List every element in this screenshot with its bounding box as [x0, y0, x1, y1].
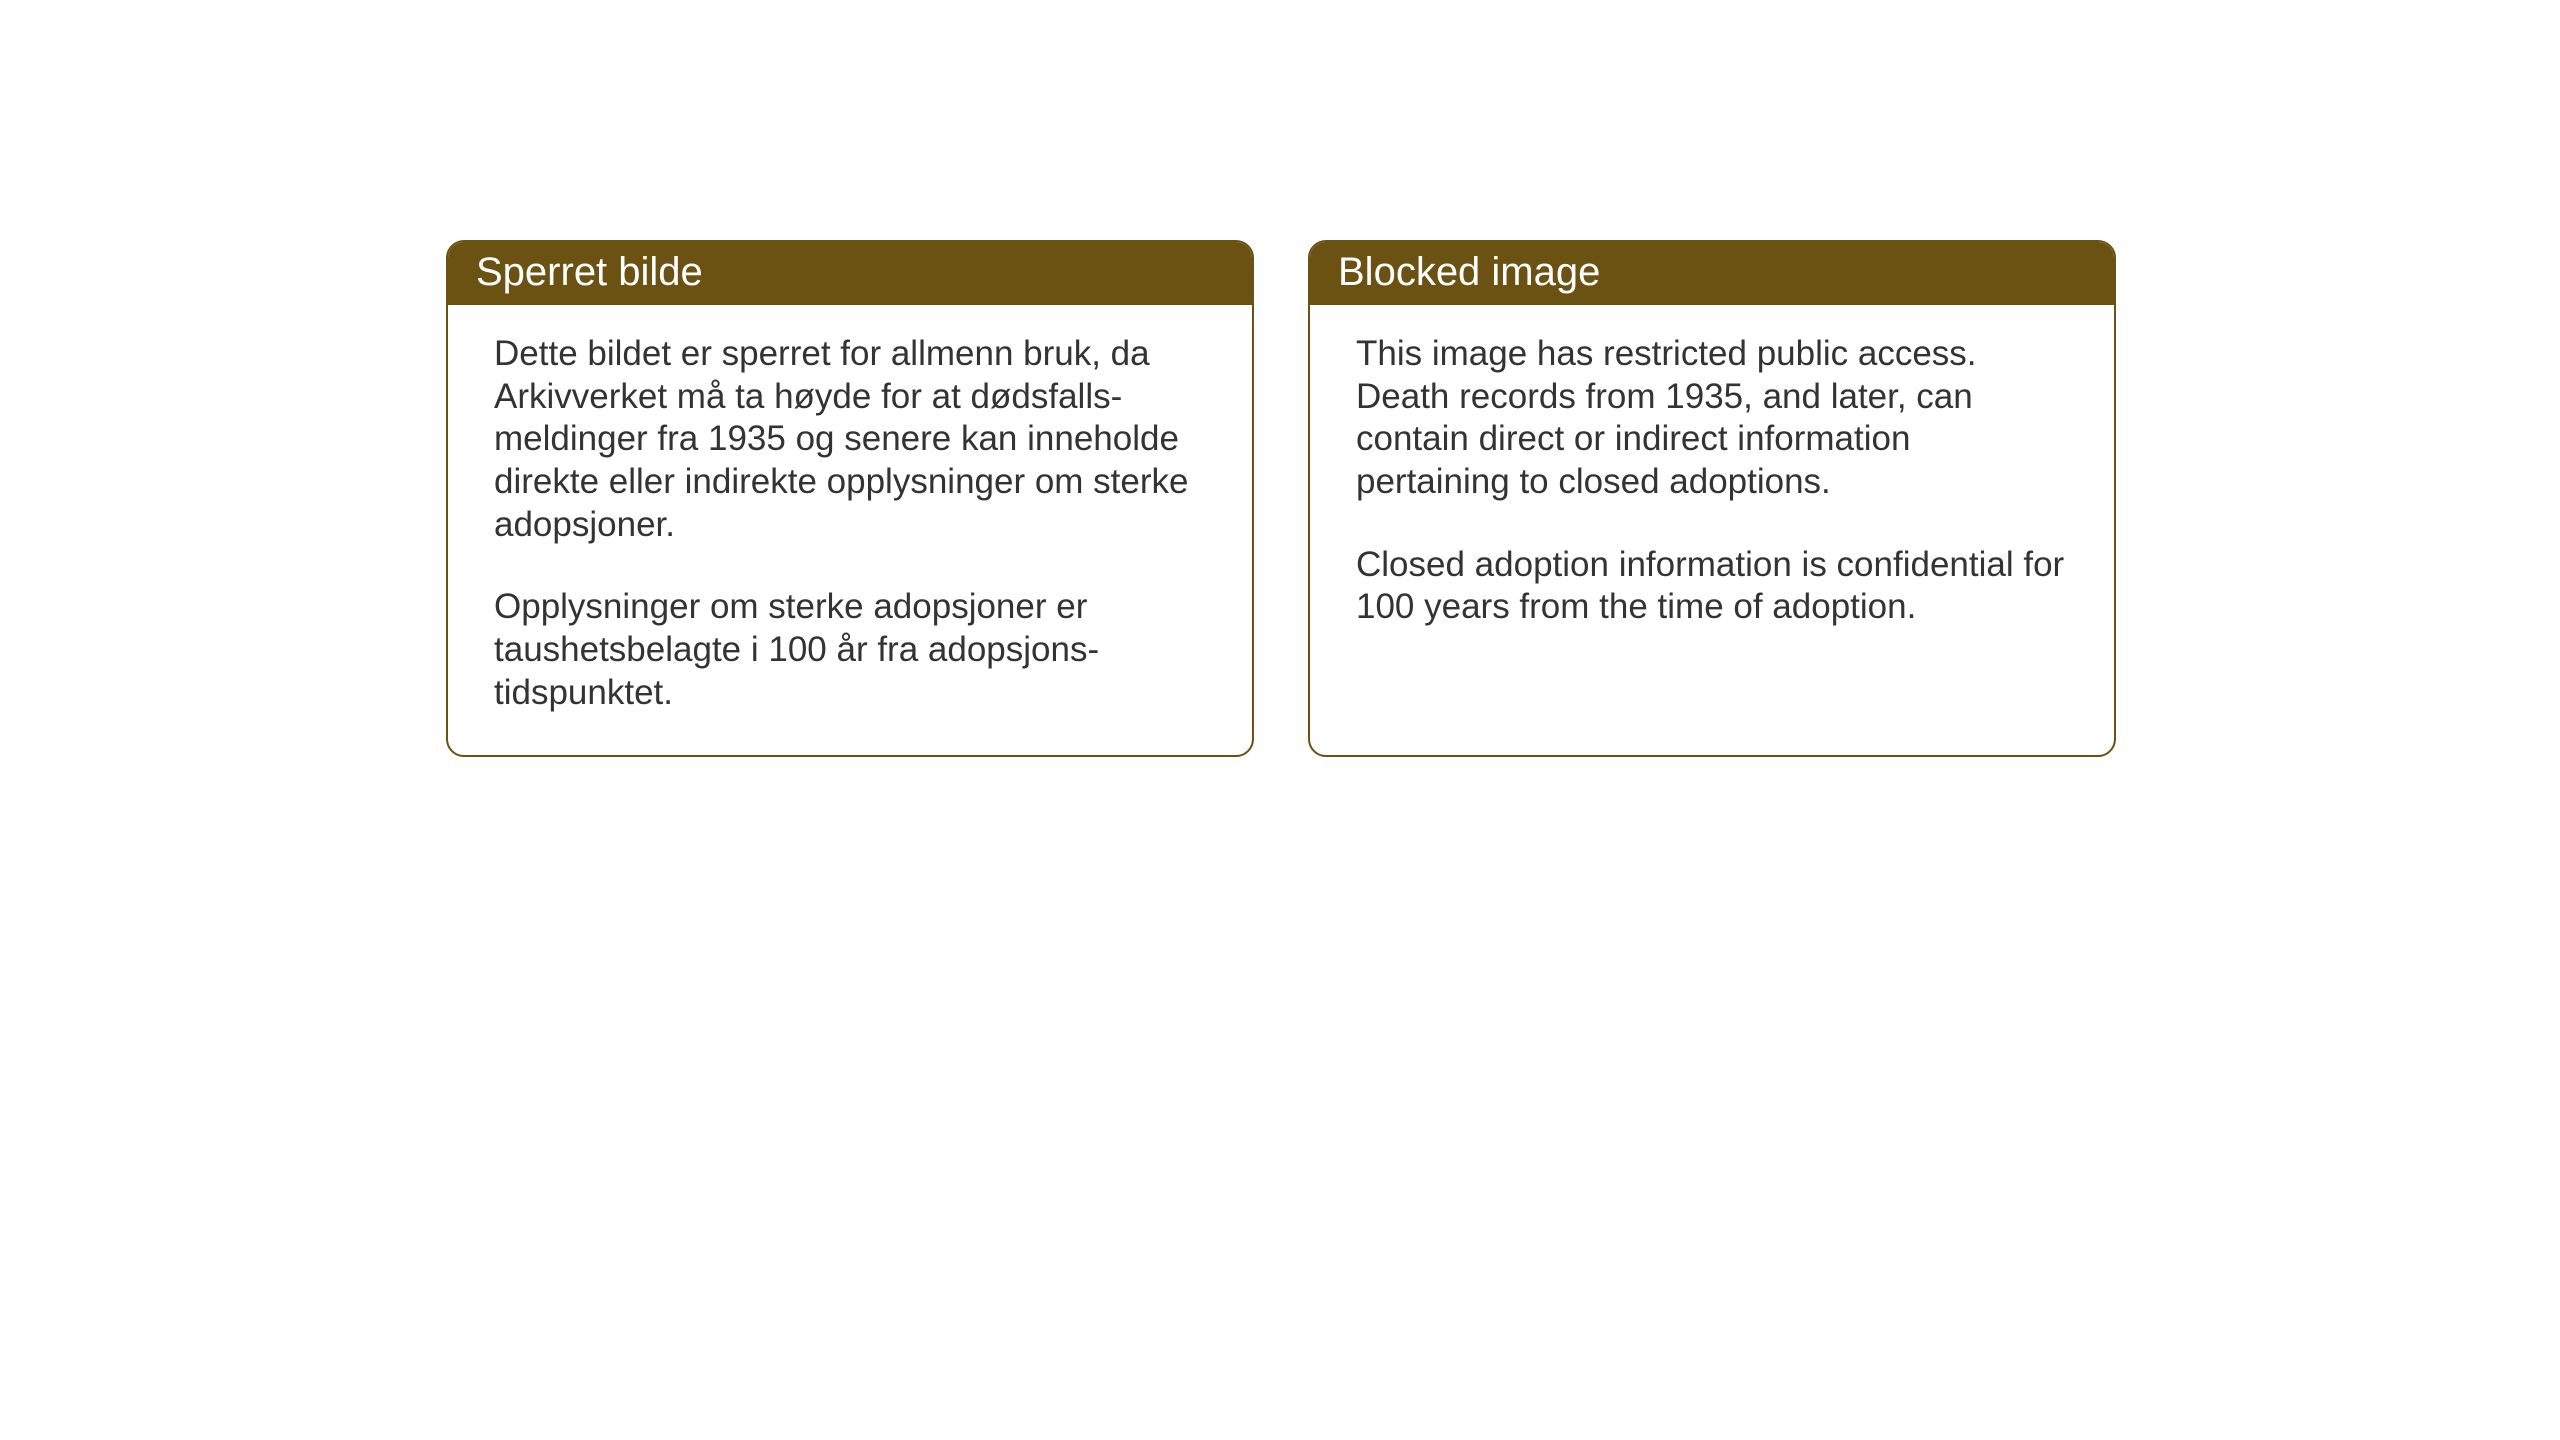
notice-header-norwegian: Sperret bilde — [448, 242, 1252, 305]
notice-paragraph: Dette bildet er sperret for allmenn bruk… — [494, 333, 1206, 546]
notice-paragraph: Closed adoption information is confident… — [1356, 544, 2068, 629]
notice-container: Sperret bilde Dette bildet er sperret fo… — [446, 240, 2116, 757]
notice-header-english: Blocked image — [1310, 242, 2114, 305]
notice-paragraph: Opplysninger om sterke adopsjoner er tau… — [494, 586, 1206, 714]
notice-box-english: Blocked image This image has restricted … — [1308, 240, 2116, 757]
notice-paragraph: This image has restricted public access.… — [1356, 333, 2068, 504]
notice-body-norwegian: Dette bildet er sperret for allmenn bruk… — [448, 305, 1252, 755]
notice-box-norwegian: Sperret bilde Dette bildet er sperret fo… — [446, 240, 1254, 757]
notice-body-english: This image has restricted public access.… — [1310, 305, 2114, 669]
